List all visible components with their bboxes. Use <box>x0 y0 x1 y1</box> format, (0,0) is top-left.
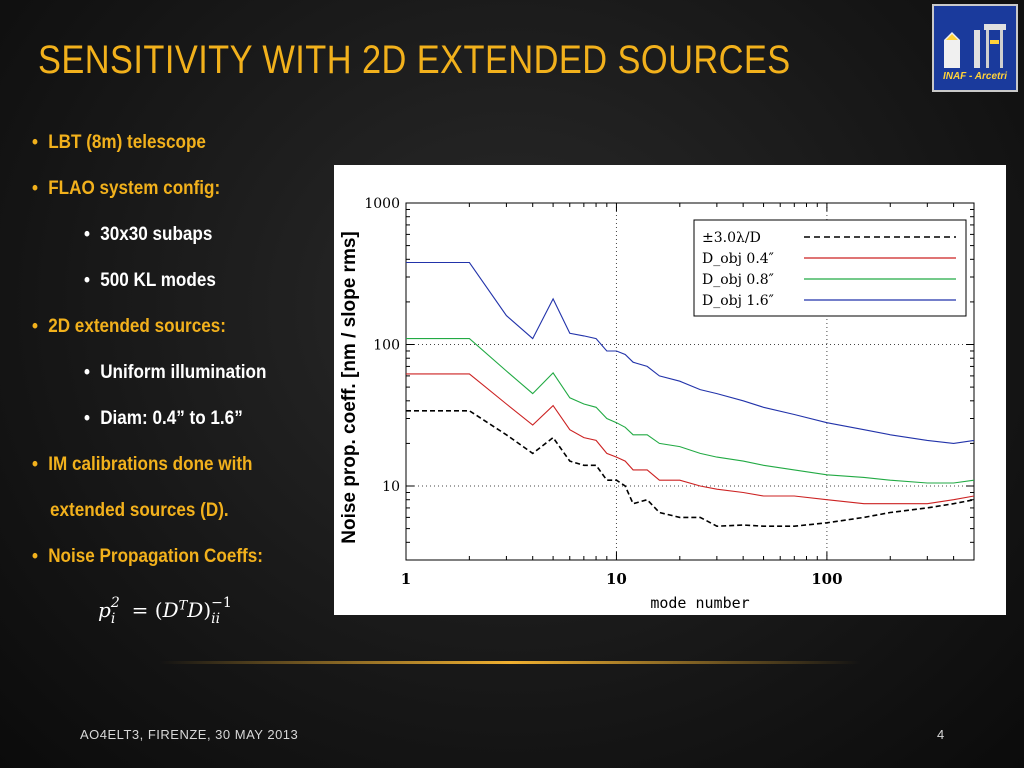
bullet-text: Diam: 0.4” to 1.6” <box>100 408 243 429</box>
bullet-text: FLAO system config: <box>48 178 221 199</box>
bullet-item: • 2D extended sources: <box>32 316 226 337</box>
bullet-text: 30x30 subaps <box>100 224 213 245</box>
bullet-text: 500 KL modes <box>100 270 216 291</box>
y-axis-label: Noise prop. coeff. [nm / slope rms] <box>339 231 360 544</box>
series-line <box>406 410 975 528</box>
series-line <box>406 261 975 444</box>
bullet-text: 2D extended sources: <box>48 316 226 337</box>
legend-label: D_obj 1.6″ <box>702 293 774 309</box>
series-line <box>406 373 975 505</box>
series-line <box>406 338 975 484</box>
bullet-item: • LBT (8m) telescope <box>32 132 206 153</box>
x-tick-label: 1 <box>401 570 411 588</box>
x-tick-label: 100 <box>811 570 842 588</box>
y-tick-label: 1000 <box>364 196 400 212</box>
legend-label: D_obj 0.4″ <box>702 251 774 267</box>
bullet-item: • 30x30 subaps <box>84 224 213 245</box>
bullet-item: • Diam: 0.4” to 1.6” <box>84 408 243 429</box>
bullet-text: Noise Propagation Coeffs: <box>48 546 263 567</box>
bullet-item: • Noise Propagation Coeffs: <box>32 546 263 567</box>
page-number: 4 <box>937 727 945 742</box>
y-tick-label: 100 <box>373 338 400 354</box>
bullet-text: IM calibrations done with <box>48 454 253 475</box>
legend-label: D_obj 0.8″ <box>702 272 774 288</box>
bullet-item: • FLAO system config: <box>32 178 221 199</box>
bullet-item: • IM calibrations done with <box>32 454 253 475</box>
bullet-item: • Uniform illumination <box>84 362 267 383</box>
logo-text: INAF - Arcetri <box>942 71 1008 82</box>
noise-propagation-chart: 1 10 100 10 100 1000 mode number Noise prop. co… <box>334 165 1006 615</box>
inaf-logo: INAF - Arcetri <box>932 4 1018 92</box>
plot-frame <box>405 202 975 561</box>
bullet-item: • 500 KL modes <box>84 270 216 291</box>
observatory-icon <box>944 24 1006 68</box>
x-axis-label: mode number <box>650 594 749 612</box>
bullet-text: LBT (8m) telescope <box>48 132 206 153</box>
slide-title: SENSITIVITY WITH 2D EXTENDED SOURCES <box>38 38 791 82</box>
legend-label: ±3.0λ/D <box>702 230 761 246</box>
x-tick-label: 10 <box>606 570 627 588</box>
bullet-item: extended sources (D). <box>50 500 229 522</box>
bullet-text: extended sources (D). <box>50 500 229 521</box>
y-tick-label: 10 <box>382 479 400 495</box>
footer-event: AO4ELT3, FIRENZE, 30 MAY 2013 <box>80 727 299 742</box>
divider-line <box>160 661 860 664</box>
bullet-text: Uniform illumination <box>100 362 267 383</box>
